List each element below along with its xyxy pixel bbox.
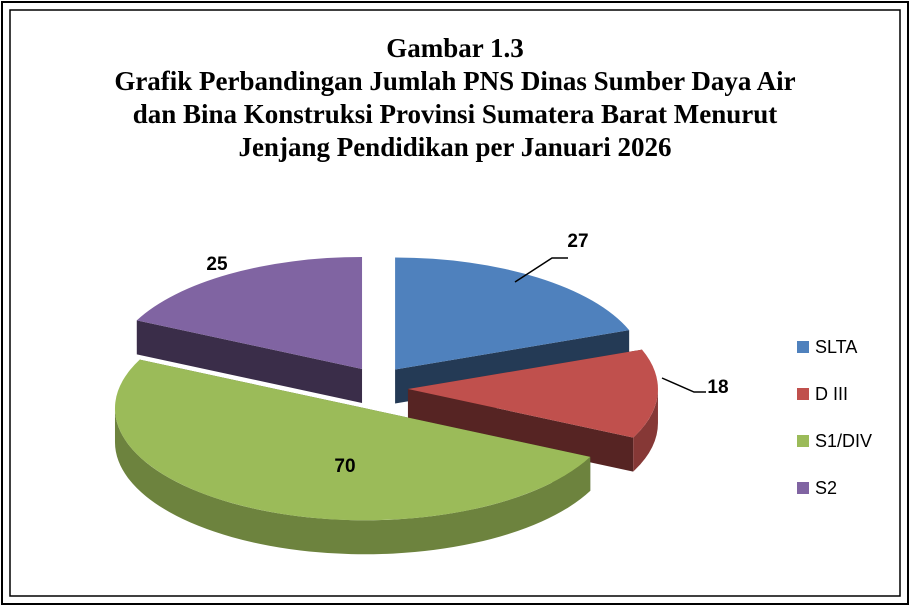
slice: [114, 359, 591, 555]
chart-subtitle: Grafik Perbandingan Jumlah PNS Dinas Sum…: [114, 66, 796, 162]
chart-title: Gambar 1.3: [386, 33, 524, 63]
slice-top: [395, 257, 630, 370]
slice-wall: [136, 320, 363, 403]
slice-side: [114, 408, 591, 555]
slice-top: [136, 256, 363, 369]
title-block: Gambar 1.3 Grafik Perbandingan Jumlah PN…: [105, 32, 805, 164]
legend-swatch: [797, 482, 809, 494]
slice-side: [633, 389, 658, 472]
data-label: 27: [567, 231, 588, 252]
legend-label: S1/DIV: [815, 431, 872, 451]
legend-label: SLTA: [815, 337, 857, 357]
inner-border: [9, 9, 901, 597]
data-label: 18: [707, 377, 728, 398]
leader-line: [661, 377, 706, 393]
slice: [407, 349, 658, 472]
data-label: 25: [206, 254, 228, 275]
slice-top: [114, 359, 591, 521]
leader-line: [514, 257, 568, 283]
legend-swatch: [797, 388, 809, 400]
legend-label: D III: [815, 384, 848, 404]
legend-label: S2: [815, 478, 837, 498]
slice: [136, 256, 363, 403]
slice-wall: [407, 389, 634, 472]
legend-swatch: [797, 341, 809, 353]
slice-top: [407, 349, 658, 438]
data-label: 70: [334, 456, 355, 477]
legend-swatch: [797, 435, 809, 447]
